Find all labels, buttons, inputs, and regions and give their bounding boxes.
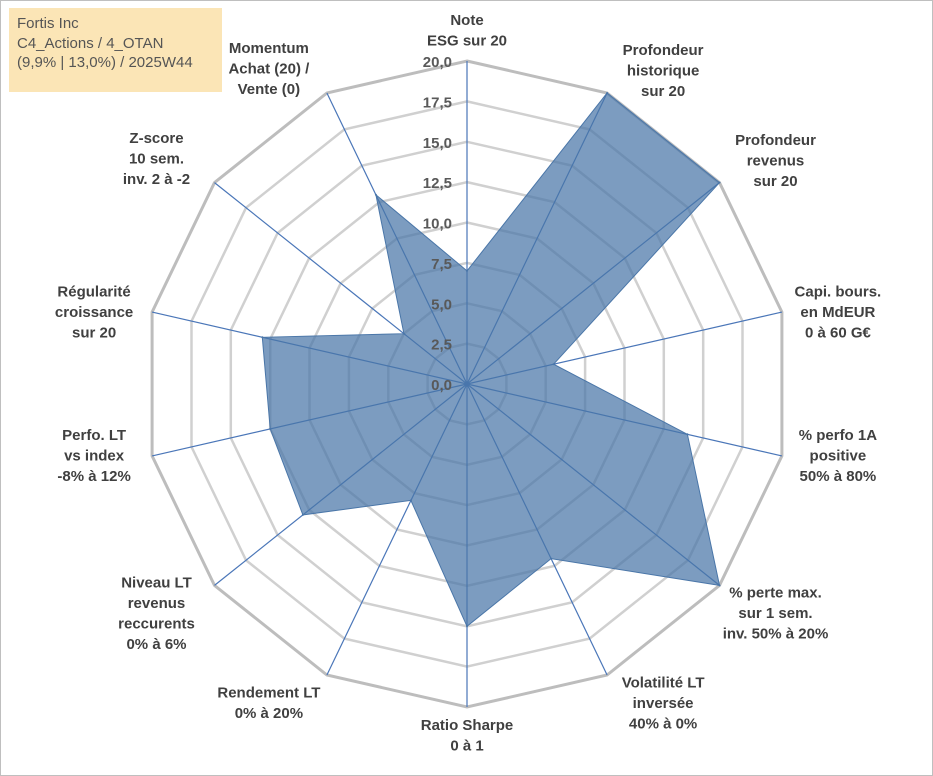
axis-label: % perfo 1A positive 50% à 80% bbox=[799, 427, 878, 485]
tick-label: 15,0 bbox=[423, 135, 452, 152]
axis-label-line: Vente (0) bbox=[238, 81, 301, 98]
axis-label: Z-score 10 sem. inv. 2 à -2 bbox=[123, 130, 190, 188]
radar-series bbox=[261, 92, 721, 628]
axis-label-line: Ratio Sharpe bbox=[421, 717, 514, 734]
tick-label: 17,5 bbox=[423, 94, 452, 111]
axis-label-line: 0% à 20% bbox=[235, 705, 303, 722]
axis-label: Rendement LT 0% à 20% bbox=[217, 685, 320, 723]
axis-label-line: Profondeur bbox=[623, 42, 704, 59]
axis-label-line: ESG sur 20 bbox=[427, 33, 507, 50]
series-area bbox=[261, 92, 721, 628]
tick-label: 2,5 bbox=[431, 337, 452, 354]
info-box: Fortis Inc C4_Actions / 4_OTAN (9,9% | 1… bbox=[9, 8, 222, 92]
axis-label-line: vs index bbox=[64, 448, 125, 465]
axis-label-line: -8% à 12% bbox=[57, 468, 130, 485]
series-point bbox=[718, 181, 721, 184]
axis-label: Note ESG sur 20 bbox=[427, 12, 507, 50]
series-point bbox=[261, 336, 264, 339]
axis-label-line: Note bbox=[450, 12, 483, 29]
series-point bbox=[409, 499, 412, 502]
axis-label-line: positive bbox=[810, 448, 867, 465]
tick-label: 20,0 bbox=[423, 54, 452, 71]
axis-label-line: inv. 2 à -2 bbox=[123, 171, 190, 188]
axis-label-line: croissance bbox=[55, 304, 133, 321]
axis-label: Profondeur historique sur 20 bbox=[623, 42, 704, 100]
series-point bbox=[301, 513, 304, 516]
axis-label-line: reccurents bbox=[118, 615, 195, 632]
series-point bbox=[718, 584, 721, 587]
axis-labels: Note ESG sur 20 Profondeur historique sur 20… bbox=[55, 12, 881, 755]
axis-label-line: Régularité bbox=[57, 283, 130, 300]
series-point bbox=[550, 557, 553, 560]
axis-label-line: 10 sem. bbox=[129, 150, 184, 167]
axis-label-line: Volatilité LT bbox=[622, 674, 705, 691]
axis-label-line: sur 20 bbox=[72, 324, 116, 341]
tick-label: 12,5 bbox=[423, 175, 452, 192]
axis-label-line: 50% à 80% bbox=[800, 468, 877, 485]
axis-label-line: revenus bbox=[747, 152, 805, 169]
axis-label-line: Profondeur bbox=[735, 132, 816, 149]
series-point bbox=[466, 269, 468, 272]
axis-label-line: Achat (20) / bbox=[228, 61, 310, 78]
axis-label-line: % perfo 1A bbox=[799, 427, 878, 444]
series-point bbox=[552, 363, 555, 366]
axis-label-line: historique bbox=[627, 63, 700, 80]
axis-label-line: Momentum bbox=[229, 40, 309, 57]
axis-label: Volatilité LT inversée 40% à 0% bbox=[622, 674, 705, 732]
radial-tick-labels: 0,0 2,5 5,0 7,5 10,0 12,5 15,0 17,5 20,0 bbox=[423, 54, 452, 394]
axis-label: Niveau LT revenus reccurents 0% à 6% bbox=[118, 574, 195, 653]
axis-label: Capi. bours. en MdEUR 0 à 60 G€ bbox=[795, 283, 882, 341]
axis-label-line: en MdEUR bbox=[800, 304, 875, 321]
axis-label-line: 0% à 6% bbox=[126, 636, 186, 653]
series-point bbox=[269, 427, 272, 430]
series-point bbox=[606, 92, 609, 94]
axis-label: Momentum Achat (20) / Vente (0) bbox=[228, 40, 310, 98]
series-point bbox=[374, 193, 377, 196]
axis-label-line: % perte max. bbox=[729, 585, 822, 602]
axis-label-line: Capi. bours. bbox=[795, 283, 882, 300]
axis-label-line: 0 à 1 bbox=[450, 738, 483, 755]
axis-label: Perfo. LT vs index -8% à 12% bbox=[57, 427, 130, 485]
axis-label-line: Niveau LT bbox=[121, 574, 192, 591]
axis-label: Profondeur revenus sur 20 bbox=[735, 132, 816, 190]
axis-label: Ratio Sharpe 0 à 1 bbox=[421, 717, 514, 755]
tick-label: 7,5 bbox=[431, 256, 452, 273]
axis-label-line: sur 20 bbox=[753, 173, 797, 190]
category-label: C4_Actions / 4_OTAN bbox=[17, 34, 164, 52]
axis-label-line: inv. 50% à 20% bbox=[723, 626, 829, 643]
tick-label: 10,0 bbox=[423, 216, 452, 233]
axis-label-line: sur 1 sem. bbox=[738, 605, 812, 622]
axis-label: Régularité croissance sur 20 bbox=[55, 283, 133, 341]
axis-label-line: 40% à 0% bbox=[629, 715, 697, 732]
axis-label-line: sur 20 bbox=[641, 83, 685, 100]
axis-label: % perte max. sur 1 sem. inv. 50% à 20% bbox=[723, 585, 829, 643]
company-name: Fortis Inc bbox=[17, 15, 79, 32]
axis-label-line: Perfo. LT bbox=[62, 427, 126, 444]
tick-label: 5,0 bbox=[431, 296, 452, 313]
series-point bbox=[402, 332, 405, 335]
details-label: (9,9% | 13,0%) / 2025W44 bbox=[17, 54, 193, 71]
series-point bbox=[466, 625, 468, 628]
axis-label-line: Z-score bbox=[129, 130, 183, 147]
axis-label-line: Rendement LT bbox=[217, 685, 320, 702]
axis-label-line: revenus bbox=[128, 595, 186, 612]
axis-label-line: 0 à 60 G€ bbox=[805, 324, 872, 341]
tick-label: 0,0 bbox=[431, 377, 452, 394]
axis-label-line: inversée bbox=[633, 695, 694, 712]
series-point bbox=[686, 433, 689, 436]
